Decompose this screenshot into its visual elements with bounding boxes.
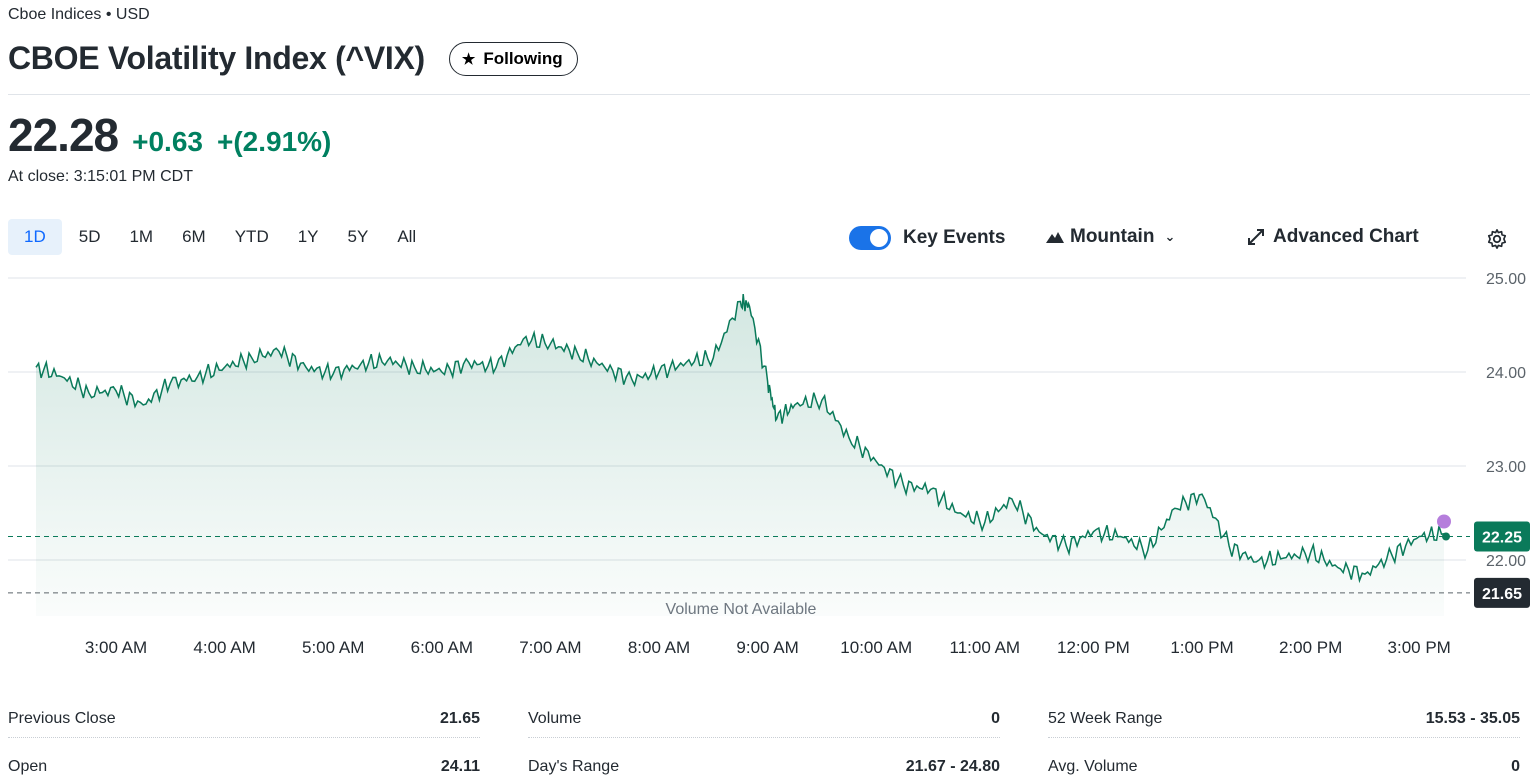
stat-label: Previous Close (8, 709, 116, 727)
toggle-knob (870, 229, 888, 247)
stat-label: Day's Range (528, 757, 620, 775)
following-label: Following (483, 48, 563, 68)
stat-row: Previous Close 21.65 (8, 700, 480, 738)
x-tick-label: 2:00 PM (1279, 638, 1342, 657)
chevron-down-icon: ⌄ (1164, 229, 1176, 244)
stat-value: 21.65 (439, 709, 480, 727)
y-tick-label: 24.00 (1486, 365, 1526, 382)
y-axis: 25.00 24.00 23.00 22.00 (1486, 271, 1526, 570)
stat-label: Avg. Volume (1048, 757, 1138, 775)
key-events-toggle[interactable] (849, 226, 891, 250)
volume-note: Volume Not Available (666, 601, 817, 618)
x-tick-label: 9:00 AM (736, 638, 798, 657)
price-chart[interactable]: 25.00 24.00 23.00 22.00 3:00 AM 4:00 AM 5:00 … (0, 262, 1536, 672)
advanced-chart-label: Advanced Chart (1273, 226, 1419, 247)
star-icon: ★ (461, 50, 476, 68)
mountain-icon (1046, 232, 1064, 243)
x-tick-label: 1:00 PM (1170, 638, 1233, 657)
range-button-all[interactable]: All (397, 227, 417, 246)
exchange-label: Cboe Indices • USD (8, 6, 150, 23)
stat-value: 21.67 - 24.80 (905, 757, 1000, 775)
x-axis: 3:00 AM 4:00 AM 5:00 AM 6:00 AM 7:00 AM 8:00 … (85, 638, 1451, 657)
x-tick-label: 10:00 AM (840, 638, 912, 657)
x-tick-label: 5:00 AM (302, 638, 364, 657)
y-tick-label: 25.00 (1486, 271, 1526, 288)
last-price-badge-label: 22.25 (1482, 530, 1522, 547)
x-tick-label: 4:00 AM (193, 638, 255, 657)
title-row: CBOE Volatility Index (^VIX) ★ Following (8, 40, 578, 77)
x-tick-label: 11:00 AM (950, 638, 1021, 657)
stat-label: Open (8, 757, 48, 775)
gear-icon[interactable] (1486, 228, 1508, 250)
key-event-marker[interactable] (1437, 514, 1451, 529)
stat-row: Avg. Volume 0 (1048, 748, 1520, 782)
header-divider (8, 94, 1530, 95)
stat-label: 52 Week Range (1048, 709, 1163, 727)
x-tick-label: 3:00 AM (85, 638, 147, 657)
range-button-5y[interactable]: 5Y (347, 227, 369, 246)
stat-row: Open 24.11 (8, 748, 480, 782)
x-tick-label: 6:00 AM (411, 638, 473, 657)
range-button-1y[interactable]: 1Y (297, 227, 319, 246)
page-title: CBOE Volatility Index (^VIX) (8, 40, 425, 76)
price-change: +0.63 (132, 126, 203, 157)
chart-type-dropdown[interactable]: Mountain ⌄ (1046, 226, 1175, 248)
quote-row: 22.28 +0.63 +(2.91%) (8, 108, 331, 162)
last-price-badge: 22.25 (1474, 521, 1530, 552)
stat-value: 0 (991, 709, 1000, 727)
previous-close-badge: 21.65 (1474, 577, 1530, 608)
stat-value: 0 (1511, 757, 1520, 775)
stat-value: 15.53 - 35.05 (1425, 709, 1520, 727)
last-price-dot (1442, 532, 1450, 541)
expand-icon (1248, 229, 1264, 245)
stat-value: 24.11 (440, 757, 480, 775)
y-tick-label: 22.00 (1486, 553, 1526, 570)
following-button[interactable]: ★ Following (448, 41, 578, 76)
stat-row: Volume 0 (528, 700, 1000, 738)
x-tick-label: 3:00 PM (1388, 638, 1451, 657)
previous-close-badge-label: 21.65 (1482, 586, 1522, 603)
range-button-1d[interactable]: 1D (8, 219, 62, 255)
stat-label: Volume (528, 709, 582, 727)
price-change-percent: +(2.91%) (216, 126, 332, 157)
x-tick-label: 7:00 AM (519, 638, 581, 657)
x-tick-label: 8:00 AM (628, 638, 690, 657)
range-button-ytd[interactable]: YTD (234, 227, 269, 246)
key-events-label: Key Events (903, 227, 1006, 248)
range-selector: 1D 5D 1M 6M YTD 1Y 5Y All (8, 219, 433, 255)
range-button-5d[interactable]: 5D (78, 227, 101, 246)
stat-row: Day's Range 21.67 - 24.80 (528, 748, 1000, 782)
price-area (36, 294, 1444, 616)
x-tick-label: 12:00 PM (1057, 638, 1130, 657)
chart-type-label: Mountain (1070, 226, 1155, 247)
range-button-1m[interactable]: 1M (129, 227, 154, 246)
close-time: At close: 3:15:01 PM CDT (8, 168, 193, 185)
y-tick-label: 23.00 (1486, 459, 1526, 476)
last-price: 22.28 (8, 109, 119, 161)
advanced-chart-button[interactable]: Advanced Chart (1247, 226, 1419, 248)
stat-row: 52 Week Range 15.53 - 35.05 (1048, 700, 1520, 738)
price-line (35, 294, 1445, 584)
key-events-toggle-group: Key Events (849, 226, 1005, 250)
range-button-6m[interactable]: 6M (182, 227, 206, 246)
